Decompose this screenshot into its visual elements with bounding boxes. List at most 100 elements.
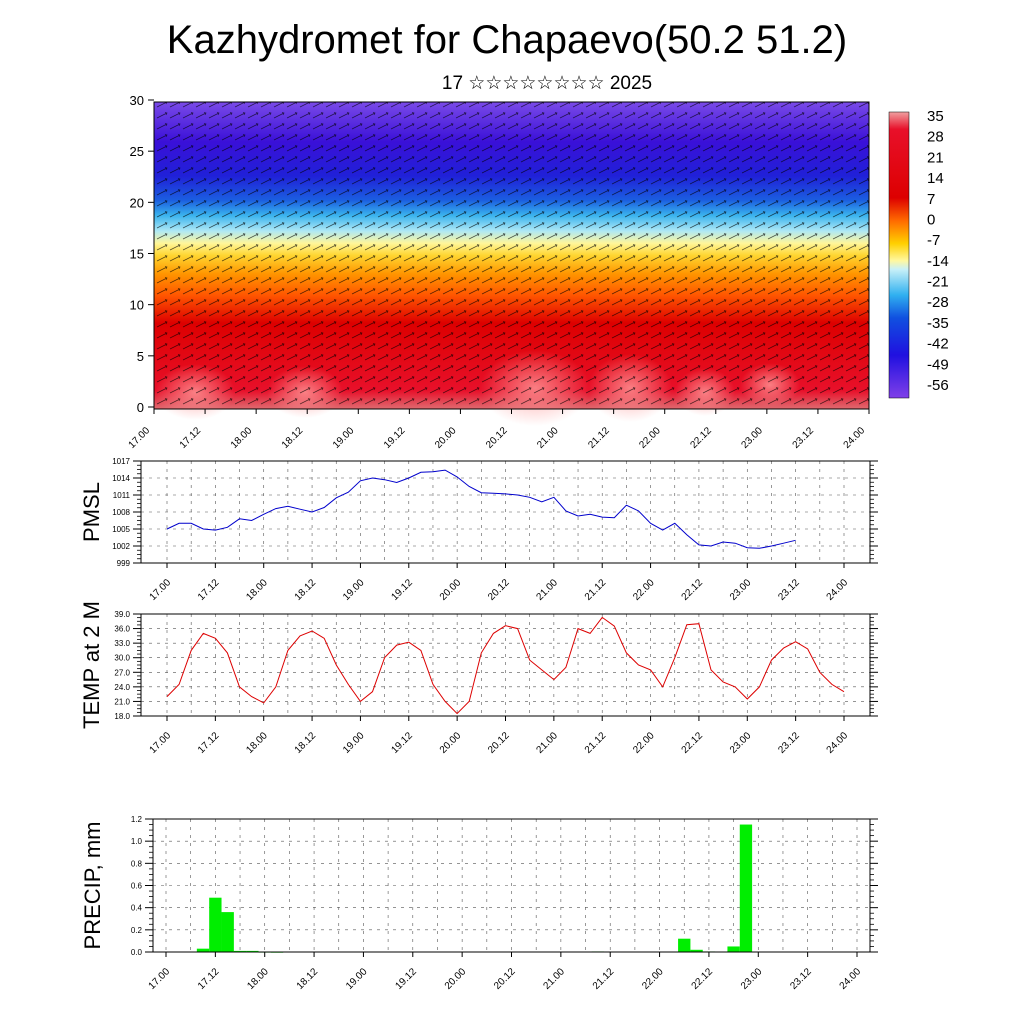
temp-x-tick-label: 21.12 [583, 730, 609, 756]
precip-x-tick-label: 24.00 [838, 966, 864, 992]
precip-bar [727, 946, 740, 952]
colorbar-label: -35 [927, 315, 949, 332]
pmsl-x-tick-label: 21.12 [583, 577, 609, 603]
temp-x-tick-label: 19.12 [389, 730, 415, 756]
temp-y-tick-label: 24.0 [114, 683, 130, 692]
precip-x-tick-label: 18.12 [295, 966, 321, 992]
colorbar-label: 28 [927, 129, 944, 146]
precip-y-tick-label: 0.4 [131, 904, 143, 913]
temp-2m-panel: 18.0 21.0 24.0 27.0 30.0 33.0 36.0 39.0 17.00 17.… [79, 601, 878, 756]
cross-section-y-tick-label: 0 [137, 400, 144, 415]
precip-x-tick-label: 17.00 [147, 966, 173, 992]
precip-x-tick-label: 17.12 [196, 966, 222, 992]
cross-section-x-tick-label: 23.12 [791, 425, 817, 451]
temp-y-tick-label: 18.0 [114, 712, 130, 721]
colorbar-label: 7 [927, 191, 935, 208]
colorbar-label: 35 [927, 108, 944, 125]
precip-bar [739, 824, 753, 952]
chart-title: Kazhydromet for Chapaevo(50.2 51.2) [166, 18, 848, 62]
precip-x-tick-label: 20.00 [443, 966, 469, 992]
cross-section-x-tick-label: 18.00 [229, 425, 255, 451]
colorbar-label: -56 [927, 377, 949, 394]
temp-x-tick-label: 22.00 [631, 730, 657, 756]
chart-subtitle: 17 ☆☆☆☆☆☆☆☆ 2025 [441, 73, 653, 94]
precip-bar [221, 912, 234, 952]
precip-y-tick-label: 0.6 [131, 882, 143, 891]
pmsl-x-tick-label: 22.00 [631, 577, 657, 603]
colorbar: 35 28 21 14 7 0 -7 -14 -21 -28 -35 -42 -49 -56 [888, 108, 949, 399]
precip-x-tick-label: 18.00 [245, 966, 271, 992]
pmsl-y-tick-label: 1014 [112, 474, 130, 483]
cross-section-x-tick-label: 24.00 [842, 425, 868, 451]
pmsl-y-tick-label: 999 [117, 559, 131, 568]
pmsl-x-tick-label: 23.00 [728, 577, 754, 603]
pmsl-y-tick-label: 1008 [112, 508, 130, 517]
cross-section-y-tick-label: 30 [130, 93, 144, 108]
cross-section-x-tick-label: 17.12 [178, 425, 204, 451]
temp-x-tick-label: 17.12 [196, 730, 222, 756]
temp-y-tick-label: 21.0 [114, 697, 130, 706]
temp-y-tick-label: 27.0 [114, 668, 130, 677]
pmsl-line [166, 469, 796, 549]
temp-x-tick-label: 17.00 [148, 730, 174, 756]
pmsl-x-tick-label: 24.00 [825, 577, 851, 603]
pmsl-x-tick-label: 17.12 [196, 577, 222, 603]
cross-section-x-tick-label: 17.00 [127, 425, 153, 451]
pmsl-x-tick-label: 22.12 [680, 577, 706, 603]
cross-section-x-tick-label: 20.00 [433, 425, 459, 451]
pmsl-panel: 999 1002 1005 1008 1011 1014 1017 17.00 17.12 18.… [79, 457, 878, 603]
cross-section-panel: 0 5 10 15 20 25 30 17.00 17.12 18.00 18.12 19.00 19… [127, 93, 949, 451]
temp-y-tick-label: 33.0 [114, 639, 130, 648]
colorbar-label: 0 [927, 211, 935, 228]
temp-x-tick-label: 18.00 [244, 730, 270, 756]
precip-y-axis-label: PRECIP, mm [80, 822, 105, 950]
precip-y-tick-label: 0.8 [131, 859, 143, 868]
colorbar-label: -21 [927, 274, 949, 291]
precip-x-tick-label: 21.00 [542, 966, 568, 992]
cross-section-x-tick-label: 22.12 [688, 425, 714, 451]
temp-x-tick-label: 23.00 [728, 730, 754, 756]
cross-section-x-tick-label: 21.12 [586, 425, 612, 451]
precip-bar [246, 950, 259, 952]
cross-section-y-tick-label: 10 [130, 298, 144, 313]
cross-section-y-tick-label: 25 [130, 144, 144, 159]
precip-y-tick-label: 0.2 [131, 926, 143, 935]
cross-section-x-tick-label: 19.12 [382, 425, 408, 451]
temp-y-axis-label: TEMP at 2 M [79, 601, 104, 729]
colorbar-label: -14 [927, 253, 949, 270]
temp-x-tick-label: 22.12 [680, 730, 706, 756]
precip-bar [196, 948, 210, 952]
temp-x-tick-label: 24.00 [825, 730, 851, 756]
temp-x-tick-label: 18.12 [293, 730, 319, 756]
temp-line [166, 616, 845, 715]
temp-x-tick-label: 23.12 [776, 730, 802, 756]
cross-section-x-tick-label: 18.12 [280, 425, 306, 451]
cross-section-y-tick-label: 15 [130, 247, 144, 262]
precip-panel: 0.0 0.2 0.4 0.6 0.8 1.0 1.2 17.00 17.12 18.00 18.1… [80, 815, 878, 992]
pmsl-x-tick-label: 18.12 [293, 577, 319, 603]
precip-bar [690, 949, 703, 952]
pmsl-y-tick-label: 1002 [112, 542, 130, 551]
cross-section-x-tick-label: 19.00 [331, 425, 357, 451]
precip-x-tick-label: 22.00 [640, 966, 666, 992]
pmsl-x-tick-label: 23.12 [776, 577, 802, 603]
cross-section-y-tick-label: 5 [137, 349, 144, 364]
precip-bar [678, 938, 691, 952]
precip-x-tick-label: 19.12 [393, 966, 419, 992]
precip-x-tick-label: 20.12 [492, 966, 518, 992]
pmsl-y-tick-label: 1011 [113, 491, 131, 500]
precip-x-tick-label: 23.00 [739, 966, 765, 992]
cross-section-x-tick-label: 20.12 [484, 425, 510, 451]
cross-section-y-tick-label: 20 [130, 195, 144, 210]
pmsl-x-tick-label: 20.12 [486, 577, 512, 603]
precip-bar [209, 897, 222, 952]
precip-y-tick-label: 1.0 [131, 837, 143, 846]
precip-y-tick-label: 0.0 [131, 948, 143, 957]
temp-x-tick-label: 19.00 [341, 730, 367, 756]
pmsl-y-tick-label: 1017 [112, 457, 130, 466]
cross-section-x-tick-label: 23.00 [740, 425, 766, 451]
pmsl-x-tick-label: 21.00 [535, 577, 561, 603]
pmsl-x-tick-label: 19.00 [341, 577, 367, 603]
precip-x-tick-label: 19.00 [344, 966, 370, 992]
